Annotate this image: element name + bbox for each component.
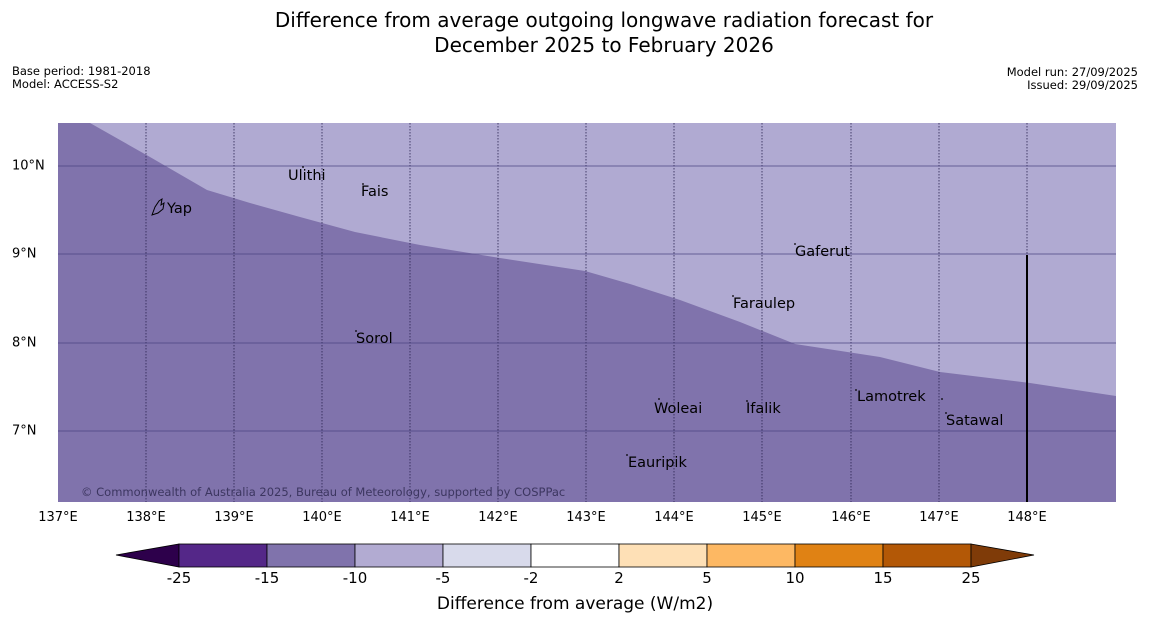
title-line-1: Difference from average outgoing longwav… [274, 8, 934, 32]
longitude-gridlines [145, 123, 1028, 502]
colorbar-tick: -15 [254, 569, 280, 587]
lon-label-140: 140°E [302, 510, 342, 525]
lon-label-146: 146°E [831, 510, 871, 525]
place-faraulep: Faraulep [733, 296, 795, 312]
colorbar-tick: -5 [435, 569, 451, 587]
lat-label-8: 8°N [12, 335, 37, 351]
colorbar-tick: 2 [614, 569, 624, 587]
colorbar-tick: -25 [166, 569, 192, 587]
colorbar-bin-2 [266, 543, 356, 568]
colorbar-tick: 15 [873, 569, 893, 587]
colorbar-tick: -2 [523, 569, 539, 587]
colorbar-bin-1 [178, 543, 268, 568]
place-woleai: Woleai [654, 401, 702, 417]
place-lamotrek: Lamotrek [857, 389, 926, 405]
colorbar-tick: 10 [785, 569, 805, 587]
lon-label-139: 139°E [214, 510, 254, 525]
colorbar-tick: 5 [702, 569, 712, 587]
colorbar-extend-high [970, 543, 1035, 568]
lat-label-10: 10°N [12, 158, 45, 174]
chart-title: Difference from average outgoing longwav… [0, 8, 1150, 58]
lat-label-7: 7°N [12, 423, 37, 439]
colorbar-bin-7 [706, 543, 796, 568]
yap-island-shape [151, 197, 165, 216]
lon-label-144: 144°E [654, 510, 694, 525]
lat-label-9: 9°N [12, 246, 37, 262]
colorbar-bin-9 [882, 543, 972, 568]
colorbar-tick: -10 [342, 569, 368, 587]
colorbar-tick: 25 [961, 569, 981, 587]
island-dots [302, 166, 947, 456]
colorbar-bin-4 [442, 543, 532, 568]
lon-label-138: 138°E [126, 510, 166, 525]
colorbar-bin-8 [794, 543, 884, 568]
lon-label-142: 142°E [478, 510, 518, 525]
place-yap: Yap [166, 201, 192, 217]
meta-left: Base period: 1981-2018 Model: ACCESS-S2 [12, 65, 151, 91]
colorbar-label: Difference from average (W/m2) [436, 594, 714, 614]
region-minus10 [90, 123, 1116, 396]
place-ulithi: Ulithi [288, 168, 326, 184]
lon-label-141: 141°E [390, 510, 430, 525]
place-eauripik: Eauripik [628, 455, 687, 471]
place-satawal: Satawal [946, 413, 1003, 429]
place-sorol: Sorol [356, 331, 393, 347]
colorbar-bin-5 [530, 543, 620, 568]
lon-label-148: 148°E [1007, 510, 1047, 525]
issued-date: Issued: 29/09/2025 [1027, 78, 1138, 92]
model-name: Model: ACCESS-S2 [12, 77, 119, 91]
meta-right: Model run: 27/09/2025 Issued: 29/09/2025 [1007, 66, 1138, 92]
lon-label-145: 145°E [742, 510, 782, 525]
lon-label-147: 147°E [919, 510, 959, 525]
place-gaferut: Gaferut [795, 244, 850, 260]
title-line-2: December 2025 to February 2026 [434, 33, 774, 57]
colorbar [115, 543, 1035, 568]
place-fais: Fais [361, 184, 388, 200]
base-period: Base period: 1981-2018 [12, 64, 151, 78]
place-labels: Yap Ulithi Fais Gaferut Faraulep Sorol W… [166, 168, 1003, 471]
latitude-gridlines [58, 165, 1116, 432]
model-run: Model run: 27/09/2025 [1006, 65, 1138, 79]
colorbar-extend-low [115, 543, 180, 568]
lon-label-143: 143°E [566, 510, 606, 525]
lon-label-137: 137°E [38, 510, 78, 525]
place-ifalik: Ifalik [746, 401, 781, 417]
colorbar-bin-6 [618, 543, 708, 568]
copyright-text: © Commonwealth of Australia 2025, Bureau… [81, 485, 565, 499]
colorbar-bin-3 [354, 543, 444, 568]
